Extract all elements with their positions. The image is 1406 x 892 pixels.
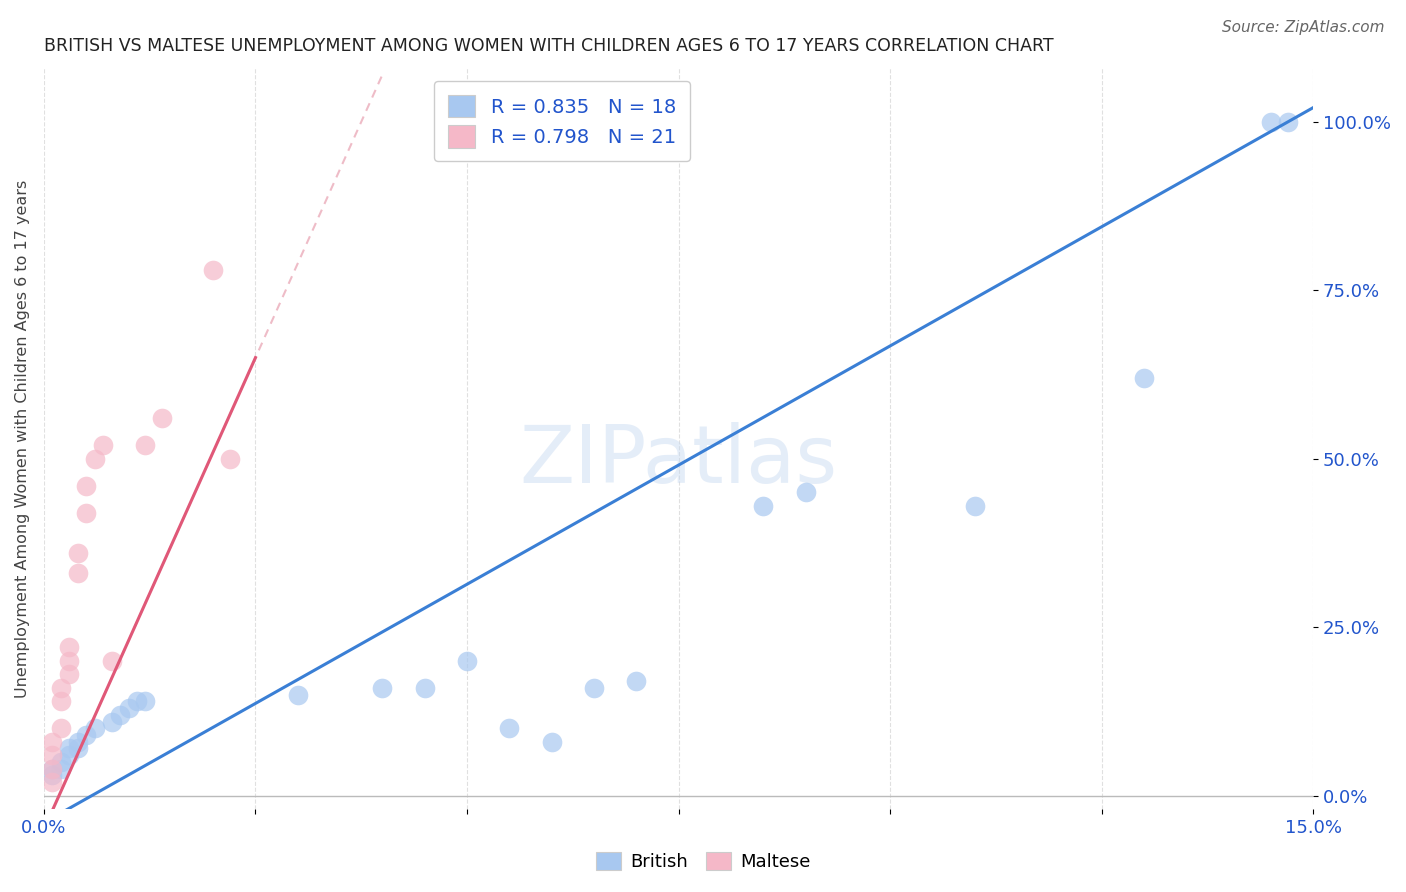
Point	[134, 694, 156, 708]
Point	[1133, 371, 1156, 385]
Point	[498, 721, 520, 735]
Point	[49, 721, 72, 735]
Point	[41, 748, 63, 763]
Text: ZIPatlas: ZIPatlas	[520, 422, 838, 500]
Point	[100, 714, 122, 729]
Text: BRITISH VS MALTESE UNEMPLOYMENT AMONG WOMEN WITH CHILDREN AGES 6 TO 17 YEARS COR: BRITISH VS MALTESE UNEMPLOYMENT AMONG WO…	[44, 37, 1053, 55]
Point	[150, 411, 173, 425]
Point	[66, 741, 89, 756]
Point	[58, 741, 80, 756]
Point	[134, 438, 156, 452]
Point	[108, 707, 131, 722]
Point	[58, 640, 80, 655]
Point	[219, 451, 242, 466]
Point	[83, 721, 105, 735]
Point	[66, 566, 89, 581]
Point	[963, 499, 986, 513]
Point	[75, 479, 97, 493]
Point	[413, 681, 436, 695]
Point	[456, 654, 478, 668]
Point	[125, 694, 148, 708]
Point	[66, 546, 89, 560]
Point	[41, 775, 63, 789]
Point	[371, 681, 394, 695]
Point	[540, 735, 562, 749]
Point	[1260, 115, 1282, 129]
Point	[58, 748, 80, 763]
Point	[41, 768, 63, 782]
Point	[1277, 115, 1299, 129]
Point	[202, 263, 225, 277]
Point	[626, 674, 648, 689]
Point	[117, 701, 139, 715]
Point	[49, 755, 72, 769]
Point	[58, 654, 80, 668]
Point	[58, 667, 80, 681]
Text: Source: ZipAtlas.com: Source: ZipAtlas.com	[1222, 20, 1385, 35]
Legend: British, Maltese: British, Maltese	[588, 845, 818, 879]
Point	[66, 735, 89, 749]
Point	[794, 485, 817, 500]
Point	[41, 762, 63, 776]
Point	[75, 506, 97, 520]
Point	[49, 762, 72, 776]
Point	[287, 688, 309, 702]
Legend: R = 0.835   N = 18, R = 0.798   N = 21: R = 0.835 N = 18, R = 0.798 N = 21	[434, 81, 690, 161]
Point	[41, 735, 63, 749]
Point	[49, 681, 72, 695]
Point	[49, 694, 72, 708]
Point	[100, 654, 122, 668]
Point	[75, 728, 97, 742]
Point	[41, 762, 63, 776]
Point	[752, 499, 775, 513]
Point	[83, 451, 105, 466]
Point	[582, 681, 605, 695]
Point	[91, 438, 114, 452]
Y-axis label: Unemployment Among Women with Children Ages 6 to 17 years: Unemployment Among Women with Children A…	[15, 179, 30, 698]
